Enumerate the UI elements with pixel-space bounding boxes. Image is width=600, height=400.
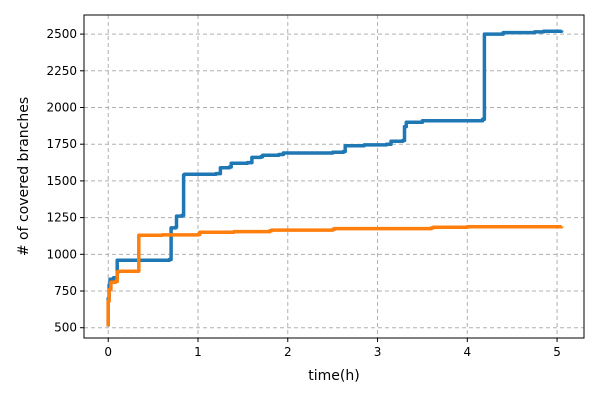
y-tick-label: 500 <box>54 321 77 335</box>
y-tick-label: 2250 <box>46 64 77 78</box>
y-tick-label: 1250 <box>46 211 77 225</box>
y-tick-label: 750 <box>54 284 77 298</box>
x-tick-label: 1 <box>194 345 202 359</box>
x-tick-label: 5 <box>553 345 561 359</box>
x-tick-label: 0 <box>104 345 112 359</box>
x-tick-label: 2 <box>284 345 292 359</box>
x-tick-label: 3 <box>374 345 382 359</box>
y-axis-label: # of covered branches <box>16 97 32 256</box>
y-tick-label: 1000 <box>46 247 77 261</box>
x-axis-label: time(h) <box>308 368 359 384</box>
y-tick-label: 1750 <box>46 137 77 151</box>
ticks: 0 1 2 3 4 5 500 750 1000 1250 1500 1750 2000 2250 2500 <box>46 27 560 359</box>
series-line-2 <box>106 224 564 327</box>
y-tick-label: 1500 <box>46 174 77 188</box>
plot-frame <box>83 14 585 339</box>
x-tick-label: 4 <box>463 345 471 359</box>
series-line-1 <box>106 29 564 327</box>
series-layer <box>106 29 564 327</box>
y-tick-label: 2000 <box>46 100 77 114</box>
y-tick-label: 2500 <box>46 27 77 41</box>
grid <box>84 15 584 338</box>
